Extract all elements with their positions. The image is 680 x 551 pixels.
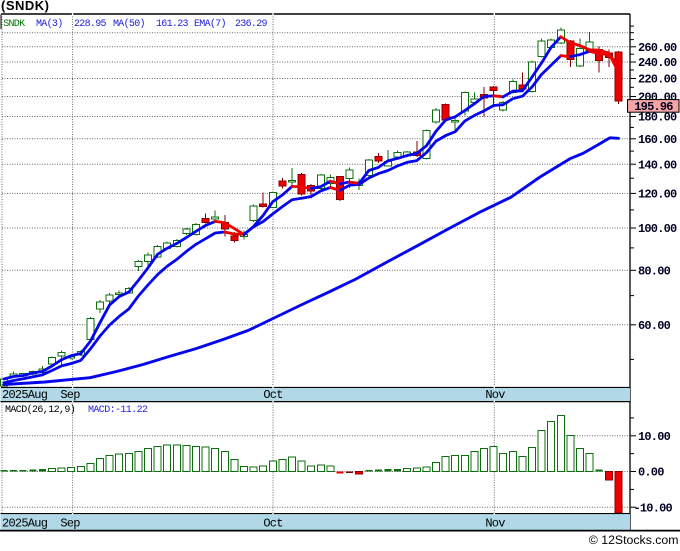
svg-text:160.00: 160.00 [638,133,677,147]
svg-text:140.00: 140.00 [638,158,677,172]
svg-text:260.00: 260.00 [638,41,677,55]
svg-text:Nov: Nov [485,517,505,531]
svg-text:Oct: Oct [263,517,282,531]
svg-text:0.00: 0.00 [638,466,664,480]
svg-text:180.00: 180.00 [638,111,677,125]
svg-text:2025Aug: 2025Aug [2,388,48,402]
svg-text:MACD(26,12,9): MACD(26,12,9) [5,404,75,416]
svg-text:161.23: 161.23 [156,19,189,30]
svg-text:60.00: 60.00 [638,319,671,333]
svg-text:MACD:-11.22: MACD:-11.22 [88,405,148,416]
svg-text:EMA(7): EMA(7) [194,18,226,30]
svg-text:195.96: 195.96 [634,100,673,114]
svg-text:(SNDK): (SNDK) [1,0,50,13]
svg-text:Sep: Sep [60,517,80,531]
svg-text:120.00: 120.00 [638,188,677,202]
svg-text:10.00: 10.00 [638,430,671,444]
svg-text:100.00: 100.00 [638,222,677,236]
svg-text:Oct: Oct [263,388,282,402]
svg-text:236.29: 236.29 [235,19,268,30]
svg-text:220.00: 220.00 [638,73,677,87]
svg-text:Nov: Nov [485,388,505,402]
svg-text:© 12Stocks.com: © 12Stocks.com [589,533,679,546]
svg-text:MA(50): MA(50) [113,18,145,30]
svg-text:SNDK: SNDK [3,19,25,30]
svg-text:240.00: 240.00 [638,56,677,70]
svg-text:228.95: 228.95 [74,19,107,30]
svg-text:Sep: Sep [60,388,80,402]
svg-text:-10.00: -10.00 [634,501,673,515]
svg-text:2025Aug: 2025Aug [2,517,48,531]
svg-text:80.00: 80.00 [638,264,671,278]
svg-text:MA(3): MA(3) [36,18,63,30]
